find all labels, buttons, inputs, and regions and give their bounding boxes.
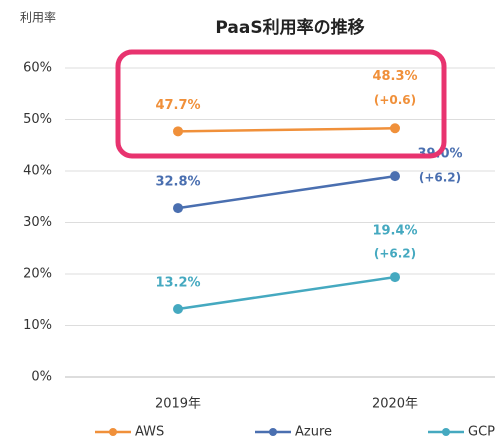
y-tick-label: 40% (23, 164, 52, 179)
y-tick-label: 60% (23, 61, 52, 76)
data-label: 32.8% (155, 175, 200, 190)
change-label: (+6.2) (419, 171, 461, 185)
x-tick-label: 2020年 (372, 397, 418, 412)
series-line (177, 127, 396, 133)
legend-label: GCP (468, 425, 495, 440)
change-label: (+0.6) (374, 93, 416, 107)
point (390, 171, 400, 182)
y-tick-label: 20% (23, 267, 52, 282)
change-label: (+6.2) (374, 247, 416, 261)
legend-marker (109, 428, 117, 436)
y-tick-label: 0% (31, 370, 52, 385)
legend-label: Azure (295, 425, 332, 440)
x-tick-label: 2019年 (155, 397, 201, 412)
data-label: 13.2% (155, 276, 200, 291)
series-line (177, 174, 396, 210)
y-tick-label: 50% (23, 112, 52, 127)
legend-label: AWS (135, 425, 164, 440)
y-tick-label: 30% (23, 215, 52, 230)
point (173, 203, 183, 214)
data-label: 19.4% (372, 224, 417, 239)
y-tick-label: 10% (23, 318, 52, 333)
point (173, 126, 183, 137)
point (390, 123, 400, 134)
legend-marker (442, 428, 450, 436)
series-line (177, 275, 396, 311)
highlight-box (115, 49, 447, 159)
data-label: 48.3% (372, 69, 417, 84)
data-label: 47.7% (155, 98, 200, 113)
point (390, 272, 400, 283)
y-axis-label: 利用率 (20, 10, 56, 25)
chart-title: PaaS利用率の推移 (215, 17, 364, 38)
point (173, 304, 183, 315)
legend-marker (269, 428, 277, 436)
